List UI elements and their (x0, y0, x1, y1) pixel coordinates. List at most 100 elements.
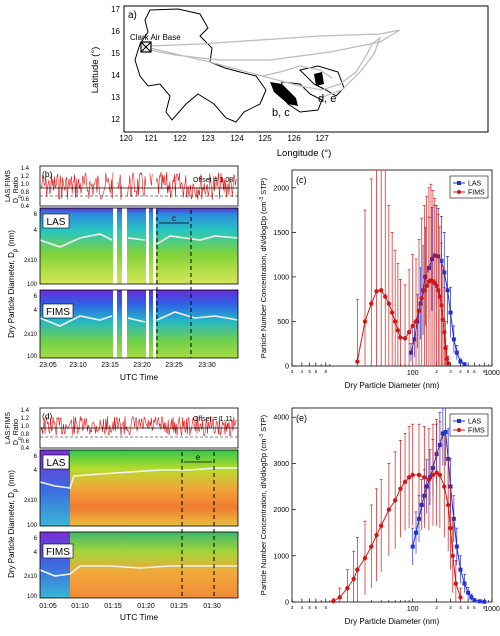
series-fims (355, 169, 451, 366)
time-ticks-b: 23:05 23:10 23:15 23:20 23:25 23:30 (39, 362, 216, 369)
size-tick: 4 (34, 228, 38, 234)
ratio-tick: 0.8 (21, 432, 30, 438)
map-panel: a) b, c d, e Clark Air Base 120 121 122 … (90, 5, 489, 159)
data-point (378, 288, 384, 293)
time-ticks-d: 01:05 01:10 01:15 01:20 01:25 01:30 (39, 603, 221, 610)
size-tick: 2x10 (24, 332, 38, 338)
ratio-tick: 0.4 (21, 204, 30, 210)
ratio-trace (40, 171, 237, 200)
x-tick-label: 100 (407, 606, 419, 613)
window-label-d: e (196, 453, 201, 462)
las-heatmap-d (40, 450, 238, 526)
legend-marker (457, 419, 461, 423)
x-tick-label: 3 (449, 369, 452, 374)
ratio-tick: 1.4 (21, 408, 30, 414)
segment-label-bc: b, c (272, 107, 290, 119)
panel-label: (e) (296, 413, 307, 423)
data-point (362, 555, 368, 561)
fims-median-line-d (39, 565, 238, 577)
data-point (389, 310, 395, 315)
time-xlabel-b: UTC Time (120, 372, 159, 382)
data-point (427, 475, 432, 480)
data-point (331, 598, 336, 604)
ratio-tick: 1.0 (21, 424, 30, 430)
map-x-tick: 122 (173, 134, 187, 143)
x-tick-label: 6 (473, 605, 476, 610)
data-point (469, 595, 474, 600)
segment-b-c (270, 82, 298, 106)
data-point (383, 294, 388, 299)
data-point (434, 283, 439, 289)
y-tick-label: 2000 (273, 185, 289, 192)
ratio-ylabel-2: Dp Ratio (13, 177, 23, 203)
x-tick-label: 5 (308, 369, 311, 374)
x-tick-label: 3 (449, 605, 452, 610)
size-tick: 6 (34, 454, 38, 460)
data-point (402, 336, 408, 341)
data-point (458, 567, 463, 572)
data-point (482, 599, 487, 604)
x-tick-label: 5 (467, 605, 470, 610)
ratio-tick: 0.4 (21, 446, 30, 452)
size-ylabel-d: Dry Particle Diameter, Dp (nm) (7, 470, 19, 578)
data-point (424, 283, 429, 289)
data-point (422, 288, 427, 293)
map-x-tick: 124 (230, 134, 244, 143)
map-y-ticks: 17 16 15 14 13 12 (111, 5, 120, 124)
segment-d-e (314, 72, 324, 86)
time-tick: 23:10 (69, 362, 87, 369)
data-point (454, 544, 459, 549)
time-tick: 01:30 (203, 603, 221, 610)
las-label-b: LAS (47, 217, 66, 228)
data-point (445, 288, 450, 293)
size-tick: 6 (34, 212, 38, 218)
map-x-tick: 121 (144, 134, 158, 143)
data-point (345, 585, 350, 591)
data-point (337, 595, 342, 600)
map-x-tick: 120 (119, 134, 133, 143)
x-tick-label: 1000 (484, 606, 500, 613)
data-point (410, 544, 415, 549)
data-point (439, 303, 444, 308)
data-point (472, 598, 477, 603)
data-point (430, 472, 436, 478)
time-tick: 23:05 (39, 362, 57, 369)
data-point (413, 319, 419, 324)
las-heatmap-b (40, 208, 238, 284)
x-tick-label: 5 (467, 369, 470, 374)
panel-label: (c) (296, 175, 307, 185)
x-tick-label: 6 (315, 369, 318, 374)
map-panel-label: a) (128, 10, 137, 21)
data-point (462, 581, 467, 586)
x-tick-label: 4 (301, 369, 304, 374)
fims-label-box-d (42, 543, 74, 559)
map-y-tick: 15 (111, 49, 120, 58)
data-gap (146, 290, 149, 358)
data-point (424, 484, 429, 489)
x-tick-label: 5 (308, 605, 311, 610)
fims-label-b: FIMS (46, 307, 70, 318)
data-point (419, 503, 424, 507)
panel-d: (d) Offset = 1.11 1.4 1.2 1.0 0.8 0.6 0.… (5, 407, 239, 622)
fims-median-line (39, 311, 239, 327)
data-point (392, 498, 398, 503)
y-axis-label: Particle Number Concentration, dN/dlogDp… (259, 177, 268, 358)
ratio-ylabel-d: LAS:FIMS (5, 412, 12, 444)
data-point (443, 430, 448, 435)
time-tick: 23:30 (198, 362, 216, 369)
y-tick-label: 1000 (273, 274, 289, 281)
size-ylabel-b: Dry Particle Diameter, Dp (nm) (7, 230, 19, 338)
data-point (369, 301, 374, 306)
legend-label: FIMS (468, 428, 485, 435)
x-tick-label: 2 (435, 605, 438, 610)
x-tick-label: 1000 (484, 370, 500, 377)
time-tick: 23:15 (101, 362, 119, 369)
y-axis-label: Particle Number Concentration, dN/dlogDp… (259, 414, 268, 595)
data-point (386, 507, 392, 512)
ratio-tick: 1.2 (21, 174, 30, 180)
size-tick: 6 (34, 536, 38, 542)
data-point (414, 530, 419, 535)
las-frame-b (39, 207, 239, 285)
data-point (378, 523, 384, 528)
data-point (386, 301, 392, 306)
